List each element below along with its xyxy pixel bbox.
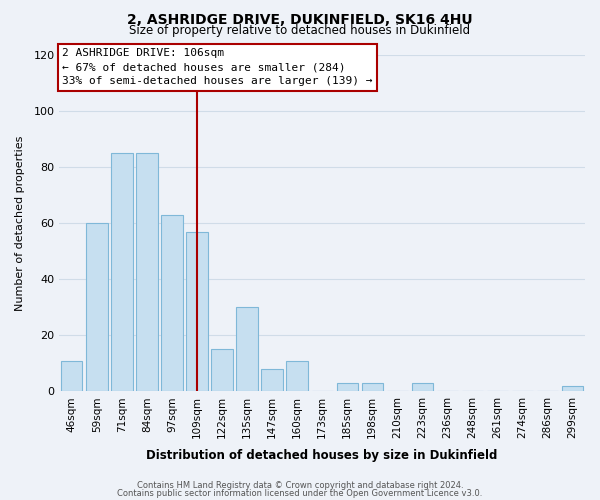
Bar: [86, 224, 107, 392]
Text: Contains HM Land Registry data © Crown copyright and database right 2024.: Contains HM Land Registry data © Crown c…: [137, 481, 463, 490]
X-axis label: Distribution of detached houses by size in Dukinfield: Distribution of detached houses by size …: [146, 450, 498, 462]
Bar: [111, 154, 133, 392]
Text: Size of property relative to detached houses in Dukinfield: Size of property relative to detached ho…: [130, 24, 470, 37]
Bar: [337, 383, 358, 392]
Bar: [412, 383, 433, 392]
Bar: [236, 308, 258, 392]
Bar: [562, 386, 583, 392]
Text: 2 ASHRIDGE DRIVE: 106sqm
← 67% of detached houses are smaller (284)
33% of semi-: 2 ASHRIDGE DRIVE: 106sqm ← 67% of detach…: [62, 48, 373, 86]
Text: Contains public sector information licensed under the Open Government Licence v3: Contains public sector information licen…: [118, 489, 482, 498]
Bar: [262, 369, 283, 392]
Text: 2, ASHRIDGE DRIVE, DUKINFIELD, SK16 4HU: 2, ASHRIDGE DRIVE, DUKINFIELD, SK16 4HU: [127, 12, 473, 26]
Bar: [187, 232, 208, 392]
Bar: [136, 154, 158, 392]
Bar: [362, 383, 383, 392]
Bar: [211, 350, 233, 392]
Bar: [286, 360, 308, 392]
Bar: [161, 215, 182, 392]
Y-axis label: Number of detached properties: Number of detached properties: [15, 136, 25, 311]
Bar: [61, 360, 82, 392]
